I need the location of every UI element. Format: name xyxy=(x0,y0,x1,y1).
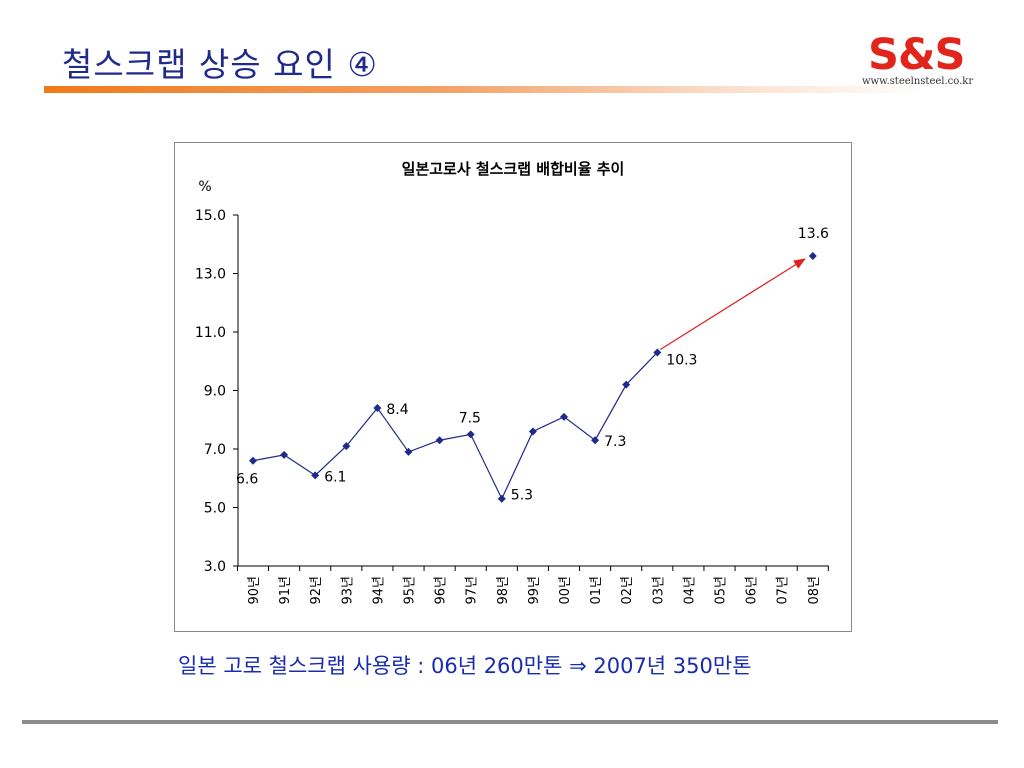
data-point xyxy=(249,456,257,465)
data-point xyxy=(528,427,537,436)
y-tick-label: 13.0 xyxy=(195,267,226,283)
series-line xyxy=(252,352,658,501)
x-tick-label: 04년 xyxy=(682,576,697,605)
data-point xyxy=(653,348,662,357)
x-tick-label: 02년 xyxy=(620,576,635,605)
series-polyline xyxy=(252,352,658,501)
axes xyxy=(233,214,829,571)
data-point xyxy=(622,380,631,389)
x-tick-label: 97년 xyxy=(465,576,480,605)
x-tick-label: 98년 xyxy=(496,576,511,605)
x-tick-label: 07년 xyxy=(776,576,791,605)
x-tick-labels: 90년 91년 92년 93년 94년 95년 96년 97년 98년 99년 00년 01년 02년 0… xyxy=(247,576,822,605)
company-logo: S&S www.steelnsteel.co.kr xyxy=(860,30,990,92)
data-point xyxy=(280,450,289,459)
x-tick-label: 94년 xyxy=(371,576,386,605)
y-tick-label: 7.0 xyxy=(204,442,226,458)
y-tick-label: 9.0 xyxy=(204,384,226,400)
x-tick-label: 93년 xyxy=(340,576,355,605)
x-tick-label: 96년 xyxy=(434,576,449,605)
data-point xyxy=(404,447,413,456)
logo-url: www.steelnsteel.co.kr xyxy=(862,76,974,87)
x-tick-label: 03년 xyxy=(651,576,666,605)
x-tick-label: 00년 xyxy=(558,576,573,605)
chart-title: 일본고로사 철스크랩 배합비율 추이 xyxy=(402,160,625,178)
data-point xyxy=(342,442,351,451)
data-label: 8.4 xyxy=(386,402,408,418)
data-point xyxy=(373,404,382,413)
y-tick-labels: 15.0 13.0 11.0 9.0 7.0 5.0 3.0 xyxy=(195,208,226,575)
data-label: 5.3 xyxy=(511,488,533,504)
x-tick-label: 91년 xyxy=(278,576,293,605)
x-tick-label: 92년 xyxy=(309,576,324,605)
arrow-line xyxy=(659,258,806,350)
caption-text: 일본 고로 철스크랩 사용량 : 06년 260만톤 ⇒ 2007년 350만톤 xyxy=(178,654,752,678)
data-label: 10.3 xyxy=(666,352,697,368)
data-label: 13.6 xyxy=(798,226,829,242)
line-chart: 일본고로사 철스크랩 배합비율 추이 % 15.0 13.0 11.0 9.0 7.0 5… xyxy=(195,160,829,605)
data-point xyxy=(497,494,506,503)
data-labels: 6.6 6.1 8.4 7.5 5.3 7.3 10.3 13.6 xyxy=(236,226,829,504)
data-point xyxy=(435,436,444,445)
data-point xyxy=(591,436,600,445)
chart-container: 일본고로사 철스크랩 배합비율 추이 % 15.0 13.0 11.0 9.0 7.0 5… xyxy=(174,142,852,632)
data-point xyxy=(466,430,475,439)
logo-mark: S&S xyxy=(868,30,965,80)
data-point xyxy=(311,471,320,480)
y-tick-label: 3.0 xyxy=(204,559,226,575)
x-tick-label: 08년 xyxy=(807,576,822,605)
data-point xyxy=(808,251,817,260)
data-label: 6.1 xyxy=(324,469,346,485)
data-label: 7.5 xyxy=(459,410,481,426)
y-axis-unit: % xyxy=(198,179,211,195)
data-points xyxy=(249,251,817,503)
footer-rule xyxy=(22,720,998,724)
x-tick-label: 90년 xyxy=(247,576,262,605)
x-tick-label: 01년 xyxy=(589,576,604,605)
y-tick-label: 5.0 xyxy=(204,501,226,517)
x-tick-label: 95년 xyxy=(403,576,418,605)
x-tick-label: 05년 xyxy=(714,576,729,605)
y-tick-label: 11.0 xyxy=(195,325,226,341)
title-underline xyxy=(44,86,924,93)
data-point xyxy=(560,412,568,421)
x-tick-label: 99년 xyxy=(527,576,542,605)
data-label: 7.3 xyxy=(604,434,626,450)
y-tick-label: 15.0 xyxy=(195,208,226,224)
x-tick-label: 06년 xyxy=(745,576,760,605)
slide-title: 철스크랩 상승 요인 ④ xyxy=(62,45,378,84)
trend-arrow xyxy=(659,258,806,350)
data-label: 6.6 xyxy=(236,472,258,488)
